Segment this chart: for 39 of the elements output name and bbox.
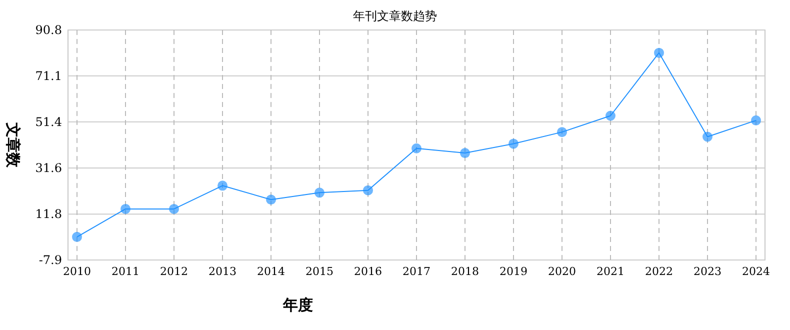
y-axis-title: 文章数 xyxy=(4,122,22,168)
point xyxy=(557,127,567,138)
x-tick-label: 2010 xyxy=(63,265,91,278)
chart-title: 年刊文章数趋势 xyxy=(353,9,437,23)
x-tick-label: 2019 xyxy=(500,265,528,278)
x-tick-label: 2012 xyxy=(160,265,188,278)
point xyxy=(654,48,664,58)
point xyxy=(702,132,712,142)
point xyxy=(412,143,422,154)
x-tick-label: 2022 xyxy=(645,265,673,278)
point xyxy=(266,194,276,205)
point xyxy=(751,115,761,126)
point xyxy=(363,185,373,196)
point xyxy=(460,148,470,158)
x-tick-label: 2016 xyxy=(354,265,382,278)
point xyxy=(314,188,324,198)
point xyxy=(606,110,616,121)
x-tick-label: 2023 xyxy=(694,265,722,278)
y-tick-label: 31.6 xyxy=(35,160,62,175)
x-tick-label: 2014 xyxy=(257,265,285,278)
point xyxy=(508,138,518,149)
point xyxy=(72,232,82,242)
y-tick-label: -7.9 xyxy=(38,253,62,267)
x-tick-label: 2020 xyxy=(548,265,576,278)
y-tick-label: 71.1 xyxy=(35,68,62,83)
x-tick-label: 2024 xyxy=(742,265,770,278)
point xyxy=(218,180,228,191)
x-tick-label: 2015 xyxy=(306,265,334,278)
x-axis-title: 年度 xyxy=(282,296,313,314)
point xyxy=(169,204,179,214)
x-tick-label: 2018 xyxy=(451,265,479,278)
x-tick-label: 2011 xyxy=(112,265,140,278)
x-tick-label: 2021 xyxy=(596,265,624,278)
y-tick-label: 51.4 xyxy=(35,114,62,129)
y-tick-label: 11.8 xyxy=(35,207,62,222)
x-tick-label: 2013 xyxy=(208,265,236,278)
x-tick-label: 2017 xyxy=(402,265,430,278)
y-tick-label: 90.8 xyxy=(35,23,62,37)
point xyxy=(120,204,130,214)
